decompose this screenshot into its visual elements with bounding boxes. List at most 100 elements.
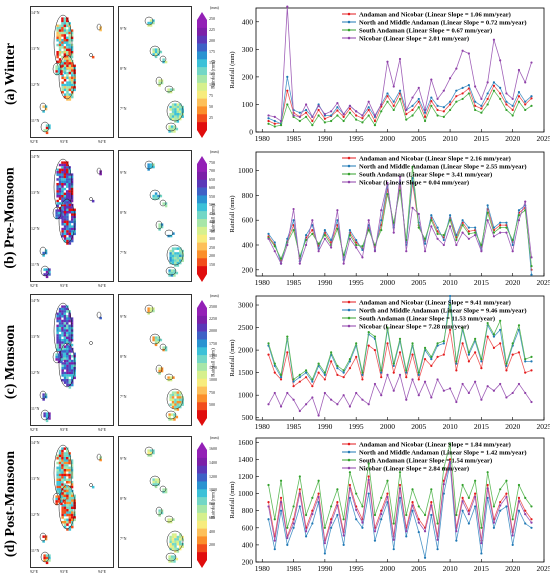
map-cell [71,215,74,219]
map-cell [174,257,177,260]
map-cell [58,175,62,179]
map-cell [68,339,71,342]
map-cell [71,88,74,92]
data-point [373,530,377,533]
colorbar-tick: 2500 [209,304,217,309]
colorbar-tick: 1750 [209,340,217,346]
colorbar-segment [197,410,207,419]
data-point [499,501,502,504]
data-point [355,391,358,395]
map-cell [147,451,150,455]
map-cell [99,316,102,320]
map-cell [174,550,177,553]
map-cell [61,91,64,94]
data-point [355,246,358,249]
data-point [530,264,533,268]
map-cell [61,27,64,30]
data-point [511,114,514,117]
map-cell [63,492,67,495]
map-cell [66,381,69,384]
data-point [279,501,283,504]
data-point [348,496,352,499]
data-point [386,326,389,329]
map-cell [58,307,62,311]
data-point [448,294,452,298]
map-cell [63,362,67,365]
data-point [499,231,502,234]
data-point [411,96,414,99]
map-cell [68,64,72,68]
panel-label: (c) Monsoon [0,292,22,432]
map-cell [66,95,69,99]
legend-entry: South Andaman (Linear Slope = 11.53 mm/y… [359,315,495,322]
map-cell [58,53,62,56]
map-cell [70,55,74,59]
map-cell [66,53,69,56]
map-lat-tick-right: 9°N [120,170,127,175]
data-point [505,100,508,103]
map-cell [61,235,64,238]
data-point [336,373,339,377]
map-cell [66,521,69,524]
map-cell [68,98,72,101]
data-point [336,109,339,112]
map-cell [181,398,184,402]
map-cell [171,545,175,548]
data-point [423,250,427,253]
island-outline [166,244,184,266]
colorbar-segment [197,528,207,537]
x-tick-label: 1995 [349,564,364,573]
map-cell [66,190,69,193]
x-tick-label: 2025 [537,422,550,431]
map-cell [181,249,184,253]
map-cell [63,459,67,462]
island-outline [159,485,167,493]
map-cell [66,232,69,236]
map-nicobar-svg [144,304,184,421]
data-point [455,67,458,70]
map-cell [66,211,69,214]
data-point [292,526,295,529]
map-cell [63,29,67,32]
map-cell [63,464,67,467]
map-cell [174,264,177,267]
map-lat-tick: 13°N [31,476,40,481]
map-cell [63,46,67,49]
data-point [517,100,521,103]
data-point [461,97,464,101]
map-cell [55,72,58,76]
data-point [486,103,489,106]
map-cell [170,418,174,421]
map-cell [176,393,180,397]
island-outline [52,350,62,364]
map-cell [68,352,72,356]
map-cell [61,447,64,450]
map-cell [63,334,67,337]
map-cell [61,315,64,318]
x-tick-label: 2015 [474,422,489,431]
map-cell [68,227,72,231]
map-cell [61,334,64,337]
x-tick-label: 2015 [474,134,489,143]
map-cell [147,307,150,310]
data-point [524,100,527,103]
map-cell [63,525,67,529]
data-point [367,330,370,334]
y-tick-label: 200 [242,558,254,567]
colorbar [197,156,207,282]
map-cell [63,329,67,332]
map-cell [58,319,62,323]
map-cell [58,183,62,186]
map-cell [63,489,67,493]
map-cell [66,43,69,47]
data-point [298,115,301,118]
map-cell [57,500,61,503]
map-cell [171,393,175,397]
map-cell [176,408,180,411]
map-cell [68,379,72,382]
map-cell [68,173,71,176]
colorbar-segment [197,331,207,340]
data-point [467,353,470,356]
data-point [361,114,364,117]
map-cell [61,34,64,37]
